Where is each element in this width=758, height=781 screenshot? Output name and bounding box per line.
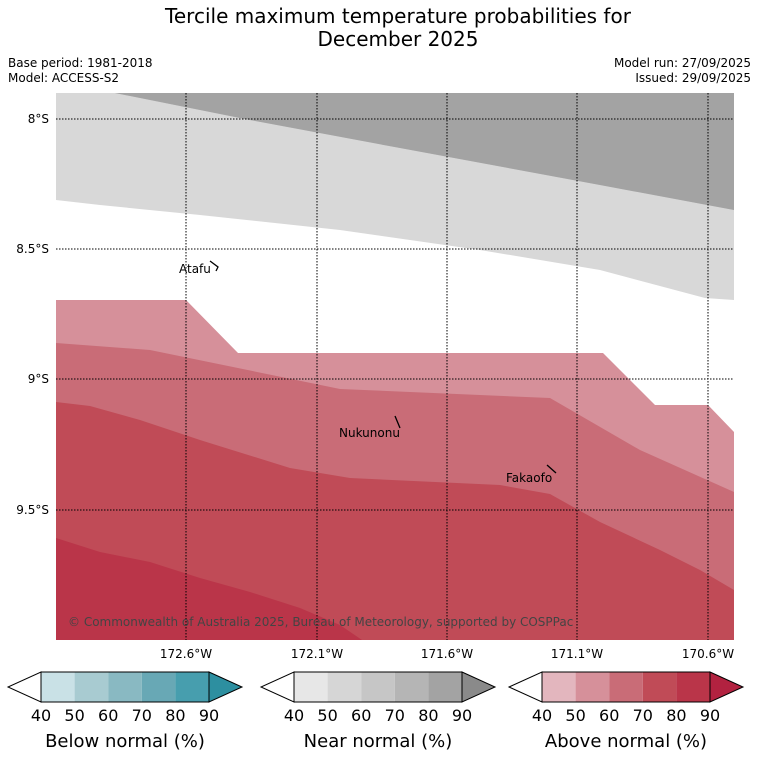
fakaofo-atoll bbox=[546, 464, 557, 474]
colorbar-below-high-arrow bbox=[208, 671, 244, 703]
colorbar-near-tick-50: 50 bbox=[317, 706, 337, 725]
colorbar-above-tick-40: 40 bbox=[532, 706, 552, 725]
lat-tick-8s: 8°S bbox=[28, 112, 49, 126]
colorbar-below-tick-60: 60 bbox=[98, 706, 118, 725]
lat-tick-8-5s: 8.5°S bbox=[16, 242, 49, 256]
colorbar-above-seg-5 bbox=[676, 672, 710, 702]
colorbar-above-seg-2 bbox=[575, 672, 610, 702]
near-normal-band-60 bbox=[115, 93, 734, 210]
colorbar-near-tick-90: 90 bbox=[452, 706, 472, 725]
colorbar-near-tick-60: 60 bbox=[351, 706, 371, 725]
colorbar-near-seg-1 bbox=[294, 672, 328, 702]
place-label-atafu: Atafu bbox=[179, 262, 211, 276]
colorbar-near-tick-70: 70 bbox=[385, 706, 405, 725]
colorbar-below-seg-4 bbox=[141, 672, 176, 702]
colorbar-below-low-arrow bbox=[6, 671, 42, 703]
colorbar-near-seg-5 bbox=[428, 672, 462, 702]
colorbar-below-seg-1 bbox=[41, 672, 75, 702]
colorbar-below-seg-5 bbox=[175, 672, 209, 702]
colorbar-near-low-arrow bbox=[259, 671, 295, 703]
colorbar-below-seg-3 bbox=[108, 672, 142, 702]
lat-tick-9s: 9°S bbox=[28, 372, 49, 386]
colorbar-below-tick-80: 80 bbox=[165, 706, 185, 725]
colorbar-below-seg-2 bbox=[74, 672, 109, 702]
colorbar-above-frame bbox=[541, 671, 711, 703]
map-title: Tercile maximum temperature probabilitie… bbox=[0, 5, 758, 51]
colorbar-below-tick-90: 90 bbox=[199, 706, 219, 725]
colorbar-above-tick-70: 70 bbox=[633, 706, 653, 725]
copyright-notice: © Commonwealth of Australia 2025, Bureau… bbox=[68, 615, 573, 629]
place-label-fakaofo: Fakaofo bbox=[506, 471, 552, 485]
lon-tick-172-1w: 172.1°W bbox=[291, 647, 343, 661]
colorbar-below-tick-50: 50 bbox=[64, 706, 84, 725]
colorbar-above-high-arrow bbox=[709, 671, 745, 703]
title-line-1: Tercile maximum temperature probabilitie… bbox=[165, 4, 631, 28]
meta-right: Model run: 27/09/2025 Issued: 29/09/2025 bbox=[614, 56, 751, 86]
graticule bbox=[56, 93, 734, 640]
colorbar-above-tick-50: 50 bbox=[565, 706, 585, 725]
colorbar-below-frame bbox=[40, 671, 210, 703]
issued-date: Issued: 29/09/2025 bbox=[635, 71, 751, 85]
colorbar-above-seg-3 bbox=[609, 672, 643, 702]
colorbar-near-label: Near normal (%) bbox=[304, 731, 453, 752]
colorbar-near-high-arrow bbox=[461, 671, 497, 703]
colorbar-above-tick-60: 60 bbox=[599, 706, 619, 725]
colorbar-above-seg-4 bbox=[642, 672, 677, 702]
colorbar-above-seg-1 bbox=[542, 672, 576, 702]
colorbar-above-tick-80: 80 bbox=[666, 706, 686, 725]
colorbar-below-normal: 40 50 60 70 80 90 Below normal (%) bbox=[6, 671, 244, 752]
lon-tick-170-6w: 170.6°W bbox=[682, 647, 734, 661]
model-name: Model: ACCESS-S2 bbox=[8, 71, 120, 85]
colorbar-below-tick-40: 40 bbox=[31, 706, 51, 725]
colorbar-near-seg-4 bbox=[394, 672, 429, 702]
above-normal-band-70 bbox=[56, 538, 362, 640]
colorbar-near-frame bbox=[293, 671, 463, 703]
colorbar-near-seg-2 bbox=[327, 672, 362, 702]
colorbar-above-low-arrow bbox=[507, 671, 543, 703]
above-normal-band-60 bbox=[56, 402, 734, 640]
meta-left: Base period: 1981-2018 Model: ACCESS-S2 bbox=[8, 56, 153, 86]
lon-tick-171-1w: 171.1°W bbox=[551, 647, 603, 661]
place-label-nukunonu: Nukunonu bbox=[339, 426, 400, 440]
colorbar-near-tick-40: 40 bbox=[284, 706, 304, 725]
colorbar-below-label: Below normal (%) bbox=[45, 731, 205, 752]
title-line-2: December 2025 bbox=[317, 27, 479, 51]
colorbar-near-normal: 40 50 60 70 80 90 Near normal (%) bbox=[259, 671, 497, 752]
map-area: Atafu Nukunonu Fakaofo © Commonwealth of… bbox=[56, 93, 734, 640]
colorbar-above-tick-90: 90 bbox=[700, 706, 720, 725]
lat-tick-9-5s: 9.5°S bbox=[16, 503, 49, 517]
nukunonu-atoll bbox=[394, 415, 401, 429]
colorbar-near-tick-80: 80 bbox=[418, 706, 438, 725]
colorbar-near-seg-3 bbox=[361, 672, 395, 702]
atafu-atoll bbox=[209, 260, 219, 272]
colorbar-above-label: Above normal (%) bbox=[545, 731, 707, 752]
lon-tick-171-6w: 171.6°W bbox=[421, 647, 473, 661]
lon-tick-172-6w: 172.6°W bbox=[160, 647, 212, 661]
colorbar-below-tick-70: 70 bbox=[132, 706, 152, 725]
model-run: Model run: 27/09/2025 bbox=[613, 56, 751, 70]
base-period: Base period: 1981-2018 bbox=[8, 56, 153, 70]
colorbar-above-normal: 40 50 60 70 80 90 Above normal (%) bbox=[507, 671, 745, 752]
